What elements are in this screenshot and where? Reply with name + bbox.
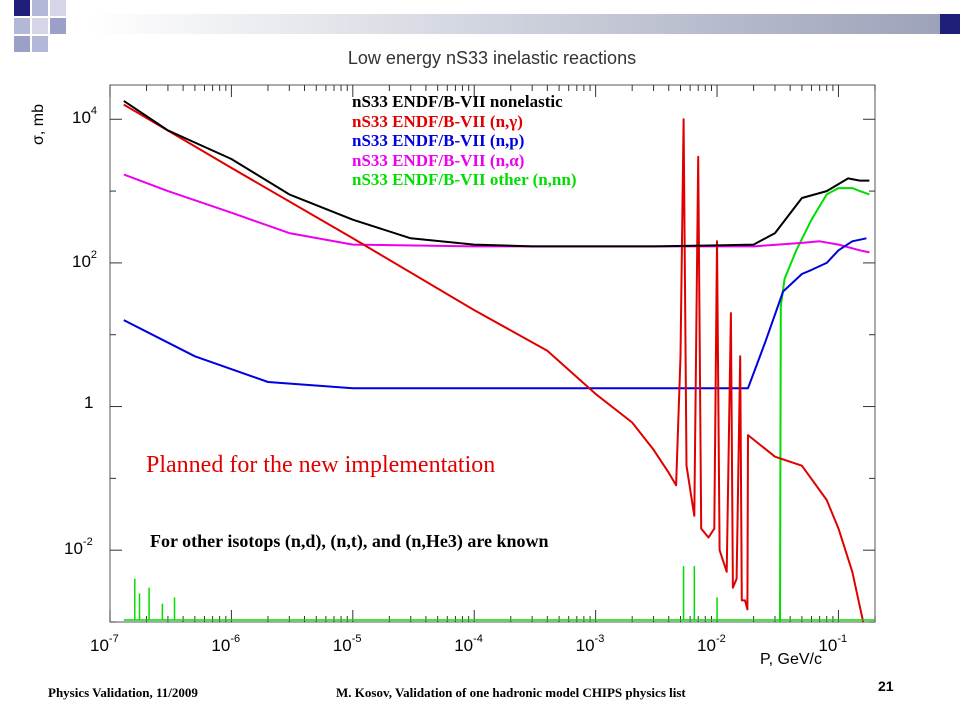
y-tick-label: 102	[72, 248, 98, 271]
page-number: 21	[878, 678, 894, 694]
y-tick-label: 10-2	[64, 536, 93, 559]
corner-square	[14, 0, 30, 16]
legend-item-na: nS33 ENDF/B-VII (n,α)	[352, 150, 525, 170]
corner-square	[32, 18, 48, 34]
x-axis-label: P, GeV/c	[760, 651, 822, 668]
plot-frame	[109, 84, 876, 623]
corner-square	[32, 0, 48, 16]
annotation-planned: Planned for the new implementation	[146, 452, 496, 478]
x-tick-label: 10-3	[575, 633, 605, 655]
series-line-ng	[123, 103, 865, 623]
header-gradient-bar	[88, 14, 960, 34]
y-tick-label: 1	[84, 392, 94, 412]
series-line-np	[123, 237, 867, 390]
legend-item-ng: nS33 ENDF/B-VII (n,γ)	[352, 111, 523, 131]
y-tick-label: 104	[72, 105, 98, 128]
corner-square	[50, 18, 66, 34]
legend-item-nonelastic: nS33 ENDF/B-VII nonelastic	[352, 92, 563, 111]
x-tick-label: 10-5	[332, 633, 362, 655]
x-tick-label: 10-2	[697, 633, 726, 655]
footer-center: M. Kosov, Validation of one hadronic mod…	[336, 685, 686, 700]
x-tick-label: 10-4	[454, 633, 483, 655]
legend-item-other: nS33 ENDF/B-VII other (n,nn)	[352, 170, 577, 189]
corner-square	[14, 18, 30, 34]
legend: nS33 ENDF/B-VII nonelastic nS33 ENDF/B-V…	[352, 92, 577, 190]
annotation-other-isotopes: For other isotops (n,d), (n,t), and (n,H…	[150, 531, 549, 551]
x-tick-label: 10-6	[211, 633, 241, 655]
corner-square	[32, 36, 48, 52]
series-line-other	[779, 187, 870, 623]
legend-item-np: nS33 ENDF/B-VII (n,p)	[352, 131, 525, 150]
corner-square	[14, 36, 30, 52]
x-tick-label: 10-1	[818, 633, 848, 655]
footer-left: Physics Validation, 11/2009	[48, 685, 198, 700]
corner-square	[940, 14, 960, 34]
y-axis-label: σ, mb	[30, 104, 47, 145]
x-tick-label: 10-7	[90, 633, 119, 655]
corner-square	[50, 0, 66, 16]
chart-title: Low energy nS33 inelastic reactions	[347, 48, 637, 68]
series-line-nonelastic	[123, 100, 870, 248]
